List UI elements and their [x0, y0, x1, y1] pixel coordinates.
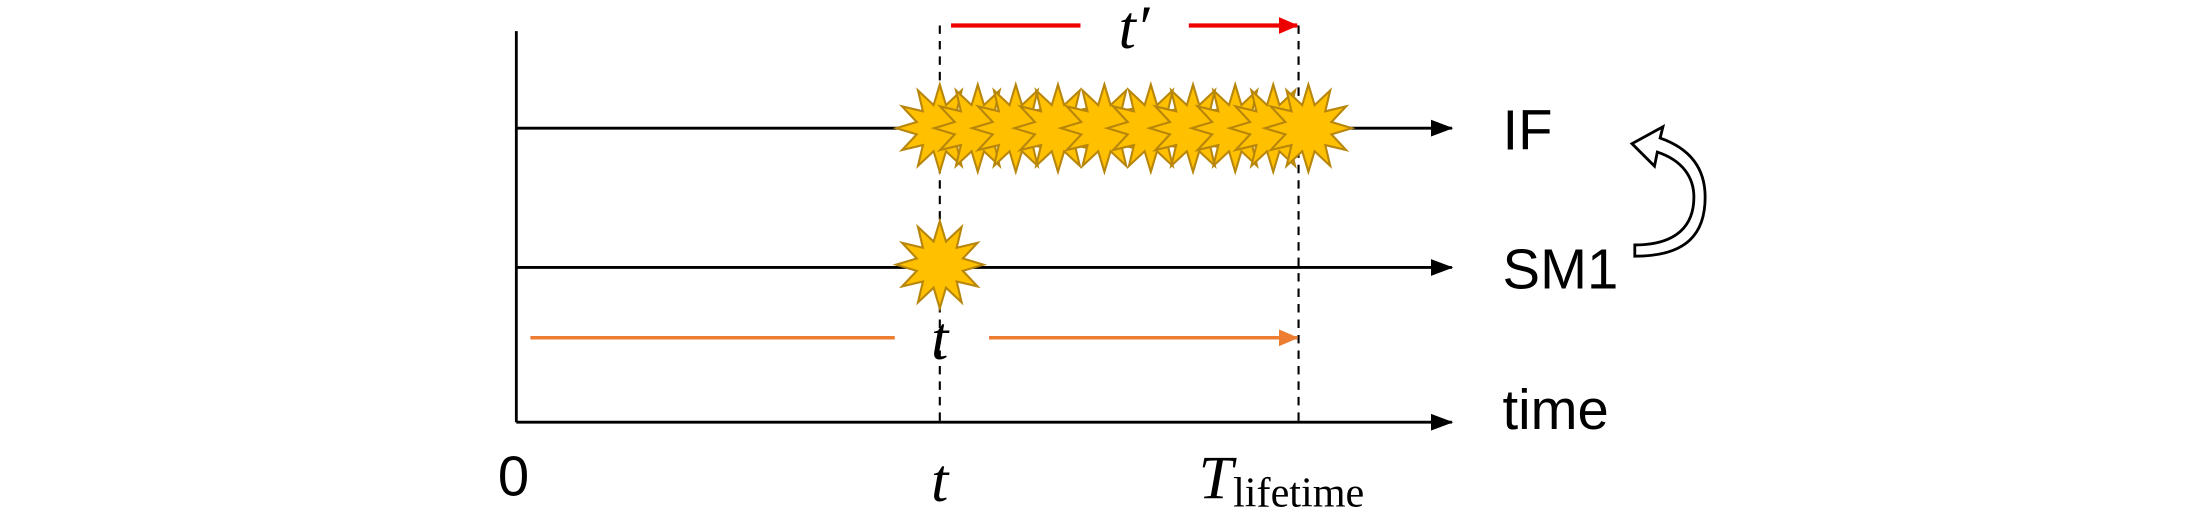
sm1-label: SM1 [1503, 238, 1619, 301]
origin-label: 0 [498, 444, 529, 507]
event-star [892, 217, 988, 312]
axes [514, 17, 1454, 431]
t-tick-label: t [931, 447, 950, 511]
lifetime-label: Tlifetime [1199, 444, 1365, 511]
lifetime-sub: lifetime [1233, 470, 1364, 511]
curved-arrow [1629, 123, 1707, 258]
t-arrow-label: t [931, 305, 950, 373]
time-label: time [1503, 378, 1609, 441]
events [892, 80, 1356, 312]
t-prime-label: t′ [1119, 0, 1151, 62]
if-label: IF [1503, 98, 1553, 161]
lifetime-main: T [1199, 444, 1238, 511]
event-star [1261, 80, 1356, 176]
